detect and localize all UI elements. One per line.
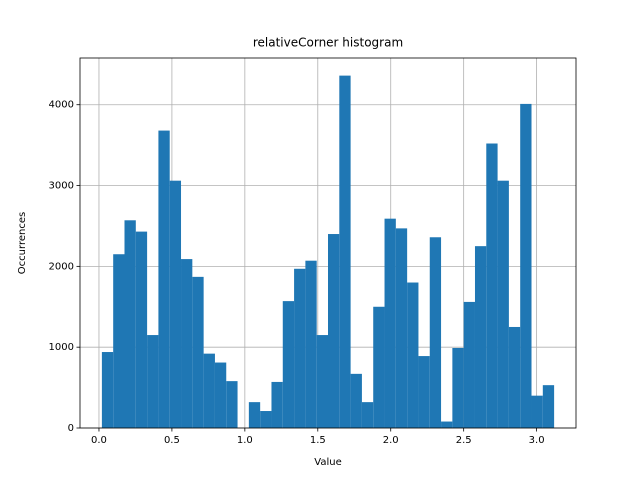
bar <box>147 335 159 428</box>
bar <box>441 421 453 428</box>
bar <box>474 246 487 428</box>
bar <box>158 130 170 428</box>
y-tick-label: 0 <box>68 423 74 434</box>
bar <box>260 411 272 428</box>
x-tick-label: 3.0 <box>529 435 545 446</box>
bar <box>542 385 555 428</box>
bar <box>226 381 238 428</box>
y-tick-label: 2000 <box>49 261 74 272</box>
bar <box>350 373 362 428</box>
bar <box>124 220 136 428</box>
bar <box>361 402 374 428</box>
bar <box>395 228 408 428</box>
plot-frame <box>79 57 577 429</box>
y-tick-label: 4000 <box>49 100 74 111</box>
bar <box>271 381 283 428</box>
bar <box>192 276 204 428</box>
bar <box>101 352 114 428</box>
bar <box>282 301 295 428</box>
bar <box>248 402 261 428</box>
bar <box>214 362 227 428</box>
x-tick-label: 2.5 <box>456 435 472 446</box>
bar <box>407 282 419 428</box>
y-tick-label: 1000 <box>49 342 74 353</box>
x-tick-label: 1.0 <box>237 435 253 446</box>
bar <box>328 234 340 428</box>
x-tick-label: 1.5 <box>310 435 326 446</box>
bar <box>316 335 328 428</box>
bar <box>339 75 351 428</box>
x-tick-label: 0.5 <box>164 435 180 446</box>
bar <box>294 268 306 428</box>
x-tick-label: 2.0 <box>383 435 399 446</box>
bar <box>418 356 430 428</box>
bar <box>486 143 498 428</box>
bar <box>520 103 532 429</box>
bar <box>113 254 125 428</box>
bar <box>373 306 385 428</box>
bar <box>181 259 193 428</box>
bar <box>384 218 396 428</box>
y-tick-label: 3000 <box>49 181 74 192</box>
bar <box>135 231 148 428</box>
chart-title: relativeCorner histogram <box>253 36 403 50</box>
bar <box>203 353 215 428</box>
x-tick-label: 0.0 <box>91 435 107 446</box>
bar <box>497 180 509 428</box>
x-axis-label: Value <box>314 457 341 468</box>
bar <box>169 180 182 428</box>
bar <box>463 301 475 428</box>
bar <box>452 347 464 428</box>
bar <box>429 237 442 428</box>
y-axis-label: Occurrences <box>17 212 28 274</box>
bar <box>508 326 521 428</box>
bar <box>531 395 543 428</box>
bar <box>305 260 317 428</box>
